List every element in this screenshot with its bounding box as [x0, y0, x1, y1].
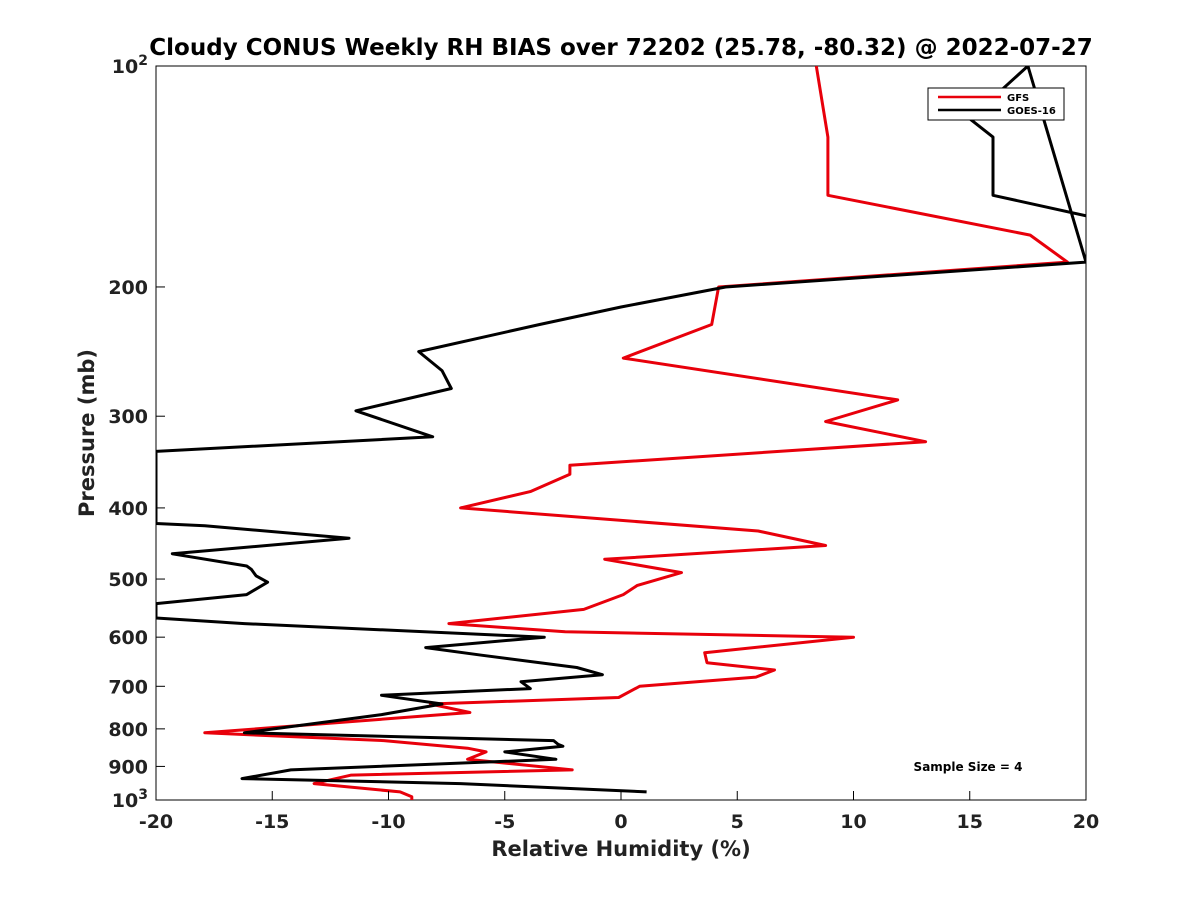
legend-label-gfs: GFS — [1007, 93, 1029, 104]
series-line-gfs — [203, 66, 1069, 800]
y-axis-label: Pressure (mb) — [75, 349, 99, 517]
series-layer — [156, 66, 1086, 800]
plot-area — [155, 65, 1087, 801]
axis-layer: -20 -15 -10 -5 0 5 10 15 20 102 200 300 400 500 600 700… — [108, 53, 1099, 833]
x-tick-label: -10 — [371, 811, 405, 833]
x-axis-label: Relative Humidity (%) — [491, 837, 750, 861]
x-tick-label: 20 — [1073, 811, 1099, 833]
sample-size-annotation: Sample Size = 4 — [914, 760, 1023, 774]
y-tick-label: 500 — [108, 569, 148, 591]
x-tick-label: 15 — [957, 811, 983, 833]
y-tick-label: 200 — [108, 277, 148, 299]
legend: GFS GOES-16 — [927, 87, 1065, 121]
y-tick-label: 600 — [108, 627, 148, 649]
x-tick-label: -20 — [139, 811, 173, 833]
y-tick-label: 700 — [108, 676, 148, 698]
legend-box — [927, 87, 1065, 121]
legend-label-goes16: GOES-16 — [1007, 106, 1056, 117]
x-tick-label: 0 — [614, 811, 627, 833]
series-line-goes16 — [156, 66, 1086, 794]
x-tick-label: 10 — [840, 811, 866, 833]
y-tick-label: 900 — [108, 756, 148, 778]
x-tick-label: -5 — [494, 811, 515, 833]
y-tick-label: 103 — [112, 787, 148, 812]
x-tick-label: -15 — [255, 811, 289, 833]
x-tick-label: 5 — [731, 811, 744, 833]
y-tick-label: 800 — [108, 719, 148, 741]
chart-title: Cloudy CONUS Weekly RH BIAS over 72202 (… — [149, 35, 1092, 61]
y-tick-label: 102 — [112, 53, 148, 78]
y-tick-label: 400 — [108, 498, 148, 520]
y-tick-label: 300 — [108, 406, 148, 428]
